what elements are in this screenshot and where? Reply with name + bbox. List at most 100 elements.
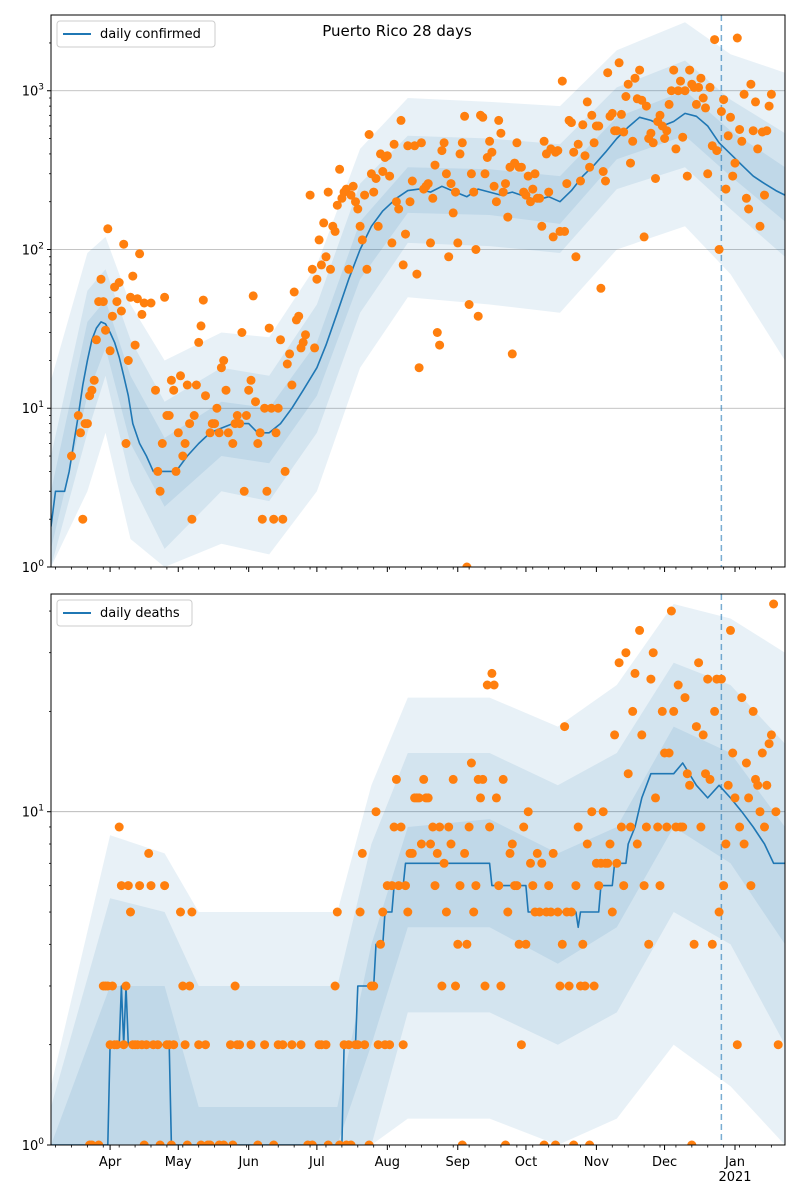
confirmed-data-point (710, 35, 720, 45)
deaths-data-point (566, 907, 576, 917)
deaths-data-point (344, 1040, 354, 1050)
deaths-data-point (126, 907, 135, 917)
deaths-data-point (553, 907, 563, 917)
deaths-data-point (578, 939, 588, 949)
confirmed-data-point (82, 419, 92, 429)
deaths-data-point (771, 807, 781, 817)
confirmed-data-point (398, 260, 408, 270)
confirmed-data-point (451, 187, 460, 197)
deaths-data-point (369, 981, 379, 991)
confirmed-data-point (626, 158, 635, 168)
confirmed-data-point (98, 297, 108, 307)
deaths-data-point (707, 939, 717, 949)
deaths-data-point (146, 881, 156, 891)
confirmed-data-point (439, 138, 449, 148)
confirmed-data-point (248, 291, 258, 301)
confirmed-data-point (691, 99, 701, 109)
deaths-data-point (260, 1040, 270, 1050)
deaths-data-point (544, 881, 554, 891)
deaths-data-point (564, 981, 574, 991)
confirmed-data-point (494, 115, 504, 125)
confirmed-data-point (414, 363, 424, 373)
deaths-data-point (491, 793, 501, 803)
confirmed-data-point (498, 187, 508, 197)
deaths-data-point (501, 1140, 510, 1145)
confirmed-data-point (289, 287, 299, 297)
confirmed-data-point (96, 274, 106, 284)
x-tick-label: Nov (584, 1155, 610, 1170)
confirmed-data-point (462, 562, 472, 567)
deaths-data-point (532, 848, 542, 858)
deaths-data-point (503, 907, 513, 917)
x-tick-label: Jul (308, 1155, 325, 1170)
deaths-data-point (401, 881, 410, 891)
confirmed-data-point (453, 238, 463, 248)
confirmed-data-point (587, 110, 597, 120)
confirmed-data-point (116, 306, 126, 316)
confirmed-data-point (487, 147, 497, 157)
confirmed-data-point (501, 179, 510, 189)
confirmed-data-point (169, 385, 179, 395)
deaths-data-point (466, 758, 476, 768)
deaths-data-point (610, 730, 620, 740)
confirmed-data-point (623, 79, 633, 89)
deaths-data-point (296, 1040, 306, 1050)
confirmed-data-point (210, 419, 220, 429)
deaths-data-point (582, 839, 592, 849)
deaths-data-point (646, 674, 656, 684)
deaths-data-point (760, 822, 769, 832)
confirmed-data-point (160, 292, 170, 302)
deaths-data-point (228, 1140, 238, 1145)
deaths-data-point (757, 748, 767, 758)
confirmed-data-point (103, 224, 113, 234)
deaths-data-point (307, 1140, 317, 1145)
confirmed-data-point (223, 428, 233, 438)
confirmed-data-point (528, 184, 538, 194)
confirmed-legend: daily confirmed (56, 20, 216, 48)
deaths-data-point (651, 793, 660, 803)
deaths-data-point (487, 668, 497, 678)
confirmed-data-point (128, 271, 138, 281)
deaths-data-point (462, 939, 472, 949)
deaths-data-point (539, 1140, 549, 1145)
deaths-data-point (357, 848, 367, 858)
deaths-data-point (321, 1040, 331, 1050)
deaths-data-point (653, 822, 663, 832)
deaths-data-point (560, 722, 570, 732)
confirmed-data-point (446, 179, 456, 189)
deaths-data-point (116, 881, 126, 891)
deaths-data-point (416, 839, 426, 849)
confirmed-data-point (521, 190, 531, 200)
deaths-data-point (94, 1140, 104, 1145)
deaths-data-point (585, 1140, 595, 1145)
confirmed-data-point (573, 139, 583, 149)
deaths-data-point (407, 848, 417, 858)
deaths-data-point (678, 822, 688, 832)
deaths-data-point (687, 1140, 697, 1145)
confirmed-data-point (751, 97, 760, 107)
confirmed-data-point (216, 363, 226, 373)
confirmed-data-point (614, 58, 624, 68)
deaths-uncertainty-band (51, 726, 785, 1145)
deaths-data-point (632, 839, 642, 849)
confirmed-data-point (496, 128, 506, 138)
deaths-data-point (730, 793, 740, 803)
confirmed-data-point (205, 428, 215, 438)
confirmed-data-point (464, 300, 474, 309)
confirmed-data-point (187, 514, 197, 524)
deaths-data-point (703, 674, 713, 684)
confirmed-data-point (428, 193, 438, 203)
confirmed-data-point (266, 403, 276, 413)
deaths-data-point (498, 774, 508, 784)
confirmed-data-point (121, 439, 131, 448)
confirmed-data-point (310, 343, 320, 353)
confirmed-data-point (641, 101, 651, 111)
confirmed-data-point (676, 76, 685, 86)
deaths-data-point (741, 758, 751, 768)
deaths-data-point (360, 1040, 370, 1050)
confirmed-data-point (335, 164, 345, 174)
confirmed-data-point (201, 391, 210, 401)
deaths-data-point (419, 774, 429, 784)
confirmed-data-point (269, 514, 279, 524)
confirmed-data-point (655, 110, 665, 120)
